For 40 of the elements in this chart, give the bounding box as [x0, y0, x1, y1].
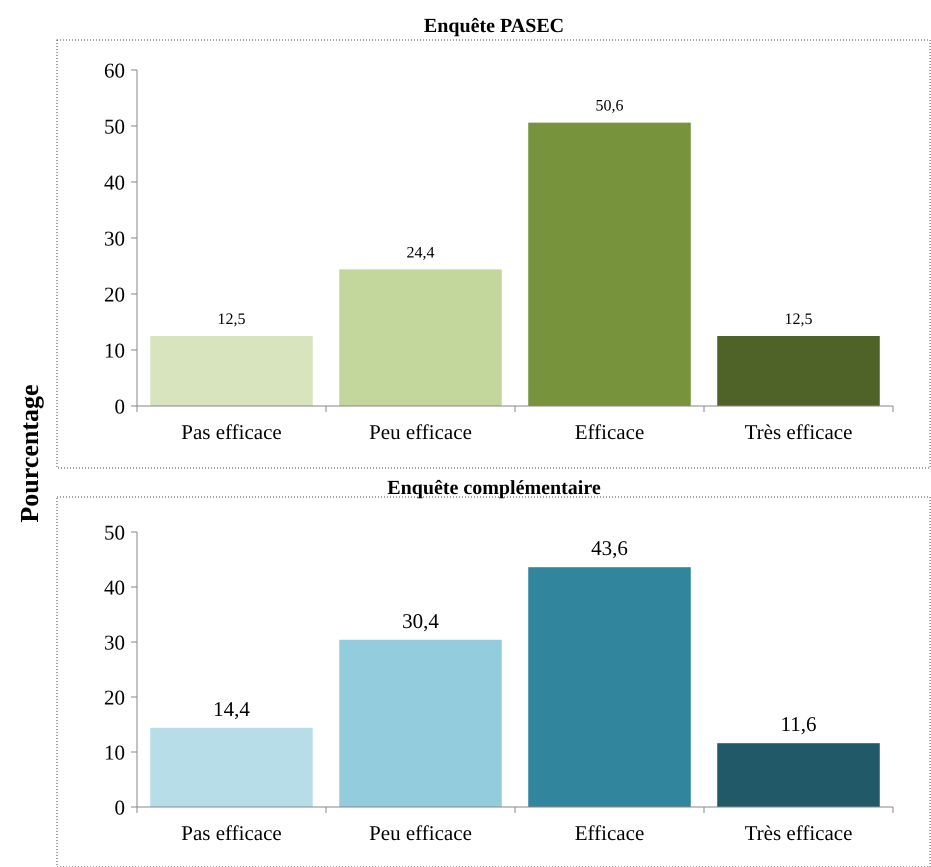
y-tick-label: 20: [104, 685, 125, 710]
y-tick-label: 0: [114, 394, 125, 418]
data-label: 24,4: [406, 244, 434, 262]
x-tick-label: Peu efficace: [369, 420, 472, 444]
bar: [528, 122, 691, 406]
y-axis-title: Pourcentage: [15, 384, 44, 523]
bar: [717, 743, 880, 807]
bar: [150, 728, 313, 807]
x-tick-label: Pas efficace: [181, 821, 282, 845]
bar: [339, 640, 502, 807]
x-tick-label: Peu efficace: [369, 821, 472, 845]
chart-title: Enquête PASEC: [424, 15, 564, 37]
x-tick-label: Très efficace: [744, 420, 852, 444]
y-tick-label: 30: [104, 226, 125, 250]
y-tick-label: 30: [104, 630, 125, 654]
y-tick-label: 60: [104, 58, 125, 82]
y-tick-label: 10: [104, 338, 125, 362]
y-tick-label: 10: [104, 740, 125, 764]
x-tick-label: Pas efficace: [181, 420, 282, 444]
y-tick-label: 20: [104, 282, 125, 306]
x-tick-label: Très efficace: [744, 821, 852, 845]
chart-title: Enquête complémentaire: [387, 477, 601, 499]
y-tick-label: 40: [104, 575, 125, 600]
bar: [339, 269, 502, 406]
data-label: 11,6: [780, 712, 816, 736]
x-tick-label: Efficace: [574, 420, 644, 444]
bar: [528, 567, 691, 807]
y-tick-label: 50: [104, 520, 125, 544]
bar: [717, 336, 880, 406]
bar: [150, 336, 313, 406]
y-tick-label: 0: [114, 795, 125, 820]
x-tick-label: Efficace: [574, 821, 644, 845]
data-label: 43,6: [591, 536, 628, 560]
data-label: 12,5: [218, 311, 246, 328]
y-tick-label: 40: [104, 170, 125, 194]
data-label: 30,4: [402, 608, 440, 633]
data-label: 12,5: [784, 311, 812, 328]
data-label: 14,4: [213, 696, 250, 721]
data-label: 50,6: [596, 98, 624, 115]
y-tick-label: 50: [104, 114, 125, 138]
